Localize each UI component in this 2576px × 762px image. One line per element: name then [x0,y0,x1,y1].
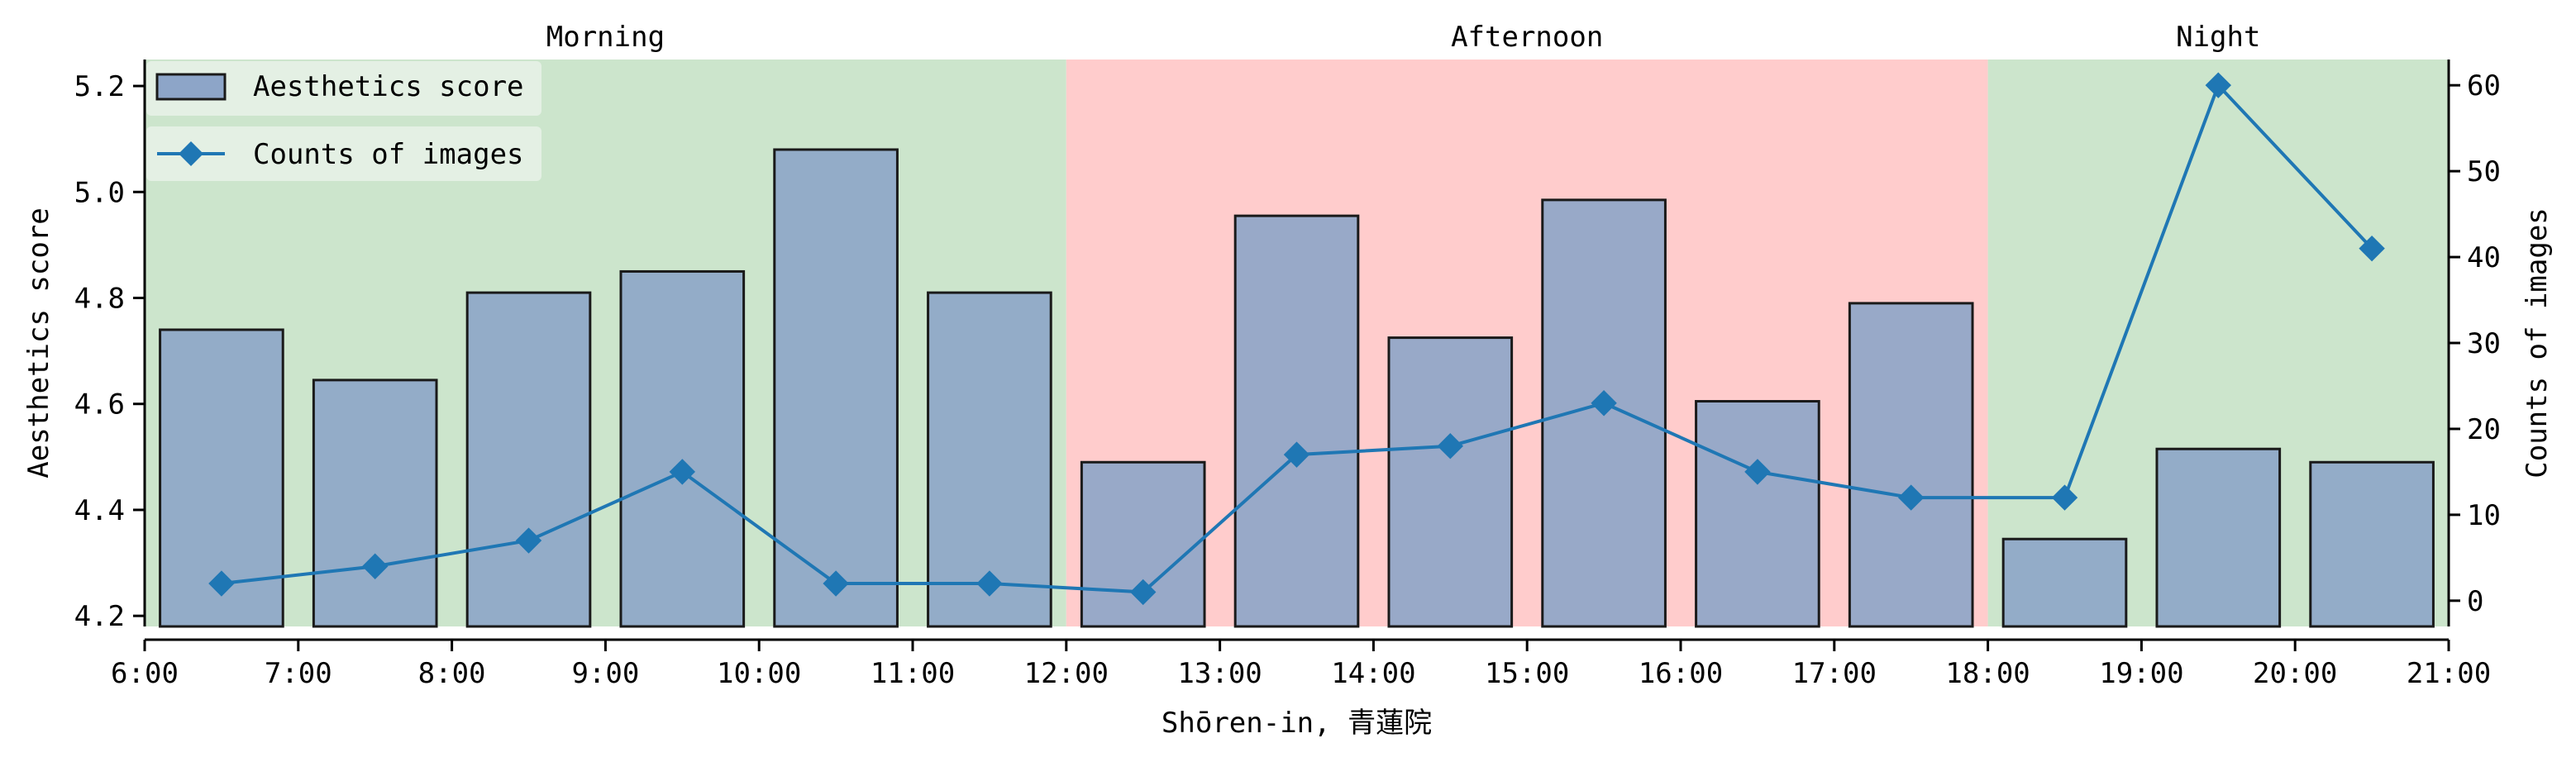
bar-17:00 [1848,302,1974,628]
legend-bar-entry-bg [146,61,541,116]
bar-9:00 [619,269,746,628]
x-tick-label: 8:00 [418,657,486,690]
bar-10:00 [773,148,899,628]
y-axis-right-label: Counts of images [2521,207,2554,479]
y-right-tick-label: 10 [2467,499,2501,532]
axes: 6:00 7:00 8:00 9:00 10:00 11:00 12:00 13:00 14:0… [74,60,2501,690]
y-right-tick-label: 30 [2467,327,2501,360]
legend-line-marker-icon [179,141,203,166]
x-tick-label: 6:00 [111,657,179,690]
point-6 [1129,579,1157,606]
y-left-tick-label: 4.6 [74,388,125,421]
point-11 [1897,484,1925,511]
y-left-tick-label: 5.0 [74,176,125,209]
period-backgrounds [145,60,2449,626]
x-tick-label: 18:00 [1945,657,2030,690]
legend: Aesthetics score Counts of images [146,61,541,181]
y-left-tick-label: 4.8 [74,283,125,316]
y-right-tick-label: 60 [2467,69,2501,102]
bar-8:00 [465,291,592,628]
bar-19:00 [2155,447,2282,628]
bar-series [159,148,2435,628]
point-5 [976,570,1003,597]
point-3 [669,459,696,485]
x-tick-label: 16:00 [1639,657,1723,690]
period-bg-afternoon [1066,60,1988,626]
period-label-afternoon: Afternoon [1451,21,1603,54]
bar-13:00 [1233,214,1360,628]
y-left-tick-label: 4.4 [74,494,125,527]
point-8 [1437,433,1464,460]
period-label-morning: Morning [546,21,665,54]
x-tick-label: 9:00 [571,657,639,690]
point-7 [1283,441,1310,468]
point-12 [2051,484,2078,511]
point-1 [361,553,389,579]
bar-20:00 [2309,460,2435,628]
x-tick-label: 12:00 [1024,657,1109,690]
point-10 [1744,459,1771,485]
line-series [208,72,2385,606]
x-tick-label: 14:00 [1331,657,1415,690]
x-axis-label: Shōren-in, 青蓮院 [1162,707,1432,740]
bar-18:00 [2001,537,2128,628]
y-right-tick-label: 50 [2467,155,2501,188]
point-0 [208,570,235,597]
point-13 [2205,72,2232,98]
y-right-tick-label: 20 [2467,413,2501,446]
y-right-tick-label: 0 [2467,585,2483,618]
legend-line-label: Counts of images [253,138,524,171]
x-tick-label: 11:00 [871,657,955,690]
point-14 [2359,235,2385,262]
bar-16:00 [1695,400,1820,628]
period-labels: Morning Afternoon Night [546,21,2261,54]
x-tick-label: 13:00 [1177,657,1262,690]
x-tick-label: 15:00 [1485,657,1569,690]
x-tick-label: 10:00 [717,657,801,690]
point-9 [1591,390,1617,417]
bar-7:00 [312,379,438,628]
y-right-tick-label: 40 [2467,241,2501,274]
legend-bar-swatch [155,73,227,101]
x-tick-label: 20:00 [2253,657,2337,690]
point-2 [515,527,542,554]
legend-bar-label: Aesthetics score [253,70,524,103]
x-tick-label: 19:00 [2099,657,2183,690]
bar-14:00 [1387,336,1514,628]
y-left-tick-label: 5.2 [74,70,125,103]
y-axis-left-label: Aesthetics score [22,207,55,479]
x-tick-label: 21:00 [2407,657,2491,690]
y-left-tick-label: 4.2 [74,600,125,633]
x-tick-label: 17:00 [1792,657,1877,690]
legend-line-entry-bg [146,126,541,181]
point-4 [823,570,849,597]
period-label-night: Night [2176,21,2260,54]
x-tick-label: 7:00 [265,657,332,690]
